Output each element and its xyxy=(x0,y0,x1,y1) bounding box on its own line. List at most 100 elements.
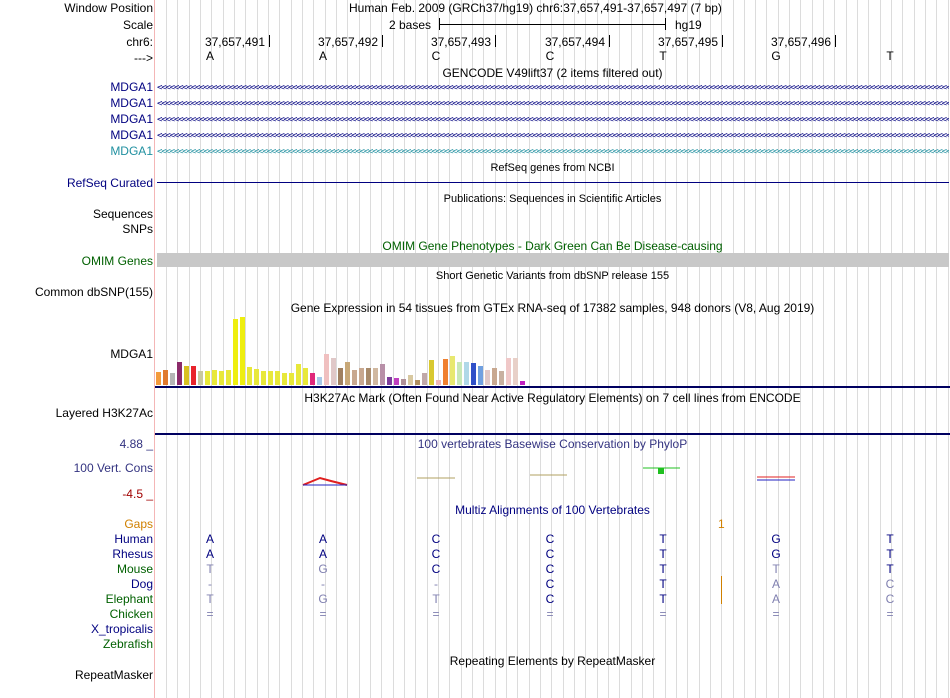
gtex-bar[interactable] xyxy=(380,364,386,385)
gtex-bar[interactable] xyxy=(170,373,176,385)
gtex-bar[interactable] xyxy=(177,362,183,385)
gtex-bar[interactable] xyxy=(156,372,162,385)
species-label[interactable]: Gaps xyxy=(124,517,153,531)
species-label[interactable]: X_tropicalis xyxy=(90,622,153,636)
position-tick-label: 37,657,494 xyxy=(544,35,605,49)
gtex-bar[interactable] xyxy=(450,356,456,385)
gtex-title[interactable]: Gene Expression in 54 tissues from GTEx … xyxy=(290,301,815,315)
gencode-item-label[interactable]: MDGA1 xyxy=(110,144,153,158)
gencode-transcript-line[interactable]: <<<<<<<<<<<<<<<<<<<<<<<<<<<<<<<<<<<<<<<<… xyxy=(157,132,949,140)
gtex-baseline xyxy=(155,386,950,388)
gtex-bar[interactable] xyxy=(338,368,344,385)
refseq-line[interactable] xyxy=(157,182,949,183)
gtex-bar[interactable] xyxy=(324,354,330,385)
gtex-bar[interactable] xyxy=(254,369,260,385)
gencode-transcript-line[interactable]: <<<<<<<<<<<<<<<<<<<<<<<<<<<<<<<<<<<<<<<<… xyxy=(157,148,949,156)
refseq-label[interactable]: RefSeq Curated xyxy=(66,176,153,190)
h3k27-label[interactable]: Layered H3K27Ac xyxy=(55,406,153,420)
gencode-item-label[interactable]: MDGA1 xyxy=(110,80,153,94)
gtex-bar-chart[interactable] xyxy=(156,316,536,385)
cons-title[interactable]: 100 vertebrates Basewise Conservation by… xyxy=(417,437,688,451)
gencode-item-label[interactable]: MDGA1 xyxy=(110,128,153,142)
gtex-bar[interactable] xyxy=(499,371,505,385)
gtex-label[interactable]: MDGA1 xyxy=(110,347,153,361)
gtex-bar[interactable] xyxy=(226,370,232,385)
gtex-bar[interactable] xyxy=(282,373,288,385)
gtex-bar[interactable] xyxy=(296,364,302,385)
dbsnp-label[interactable]: Common dbSNP(155) xyxy=(34,285,153,299)
gtex-bar[interactable] xyxy=(240,317,246,385)
snps-label[interactable]: SNPs xyxy=(122,222,153,236)
gtex-bar[interactable] xyxy=(233,319,239,385)
gtex-bar[interactable] xyxy=(520,381,526,385)
alignment-base: C xyxy=(545,562,555,576)
gtex-bar[interactable] xyxy=(373,368,379,385)
gtex-bar[interactable] xyxy=(184,366,190,385)
gtex-bar[interactable] xyxy=(366,368,372,385)
gtex-bar[interactable] xyxy=(205,371,211,385)
species-label[interactable]: Human xyxy=(114,532,153,546)
gtex-bar[interactable] xyxy=(485,370,491,385)
gtex-bar[interactable] xyxy=(261,371,267,385)
gtex-bar[interactable] xyxy=(317,377,323,385)
gtex-bar[interactable] xyxy=(212,370,218,385)
sequences-label[interactable]: Sequences xyxy=(92,207,153,221)
grid-line xyxy=(415,0,416,698)
species-label[interactable]: Rhesus xyxy=(112,547,153,561)
gap-marker xyxy=(721,576,722,604)
omim-title[interactable]: OMIM Gene Phenotypes - Dark Green Can Be… xyxy=(382,239,723,253)
gtex-bar[interactable] xyxy=(401,379,407,385)
species-label[interactable]: Zebrafish xyxy=(102,637,153,651)
cons-label[interactable]: 100 Vert. Cons xyxy=(73,461,153,475)
gtex-bar[interactable] xyxy=(163,370,169,385)
gencode-transcript-line[interactable]: <<<<<<<<<<<<<<<<<<<<<<<<<<<<<<<<<<<<<<<<… xyxy=(157,100,949,108)
gtex-bar[interactable] xyxy=(408,375,414,385)
gtex-bar[interactable] xyxy=(247,367,253,385)
gencode-transcript-line[interactable]: <<<<<<<<<<<<<<<<<<<<<<<<<<<<<<<<<<<<<<<<… xyxy=(157,84,949,92)
species-label[interactable]: Chicken xyxy=(109,607,153,621)
gtex-bar[interactable] xyxy=(191,366,197,385)
gtex-bar[interactable] xyxy=(387,377,393,385)
repeat-title[interactable]: Repeating Elements by RepeatMasker xyxy=(449,654,656,668)
h3k27-title[interactable]: H3K27Ac Mark (Often Found Near Active Re… xyxy=(304,391,801,405)
gencode-transcript-line[interactable]: <<<<<<<<<<<<<<<<<<<<<<<<<<<<<<<<<<<<<<<<… xyxy=(157,116,949,124)
gtex-bar[interactable] xyxy=(219,371,225,385)
refseq-title[interactable]: RefSeq genes from NCBI xyxy=(490,162,615,174)
gtex-bar[interactable] xyxy=(268,371,274,385)
gtex-bar[interactable] xyxy=(303,368,309,385)
gtex-bar[interactable] xyxy=(331,358,337,385)
gtex-bar[interactable] xyxy=(394,378,400,385)
gtex-bar[interactable] xyxy=(422,373,428,385)
gtex-bar[interactable] xyxy=(464,362,470,385)
species-label[interactable]: Elephant xyxy=(105,592,153,606)
publications-title[interactable]: Publications: Sequences in Scientific Ar… xyxy=(443,193,662,205)
gencode-title[interactable]: GENCODE V49lift37 (2 items filtered out) xyxy=(442,66,663,80)
gtex-bar[interactable] xyxy=(310,373,316,385)
species-label[interactable]: Dog xyxy=(130,577,153,591)
gtex-bar[interactable] xyxy=(198,371,204,385)
gtex-bar[interactable] xyxy=(443,359,449,385)
gtex-bar[interactable] xyxy=(352,370,358,385)
gtex-bar[interactable] xyxy=(415,380,421,385)
gtex-bar[interactable] xyxy=(289,373,295,385)
gencode-item-label[interactable]: MDGA1 xyxy=(110,112,153,126)
gtex-bar[interactable] xyxy=(513,358,519,385)
gtex-bar[interactable] xyxy=(345,362,351,385)
gtex-bar[interactable] xyxy=(359,368,365,385)
omim-gene-bar[interactable] xyxy=(157,253,949,267)
gtex-bar[interactable] xyxy=(429,360,435,385)
gtex-bar[interactable] xyxy=(457,362,463,385)
multiz-title[interactable]: Multiz Alignments of 100 Vertebrates xyxy=(455,503,650,517)
gtex-bar[interactable] xyxy=(478,366,484,385)
gencode-item-label[interactable]: MDGA1 xyxy=(110,96,153,110)
dbsnp-title[interactable]: Short Genetic Variants from dbSNP releas… xyxy=(435,270,670,282)
repeat-label[interactable]: RepeatMasker xyxy=(74,668,153,682)
cons-plot[interactable] xyxy=(155,450,950,495)
omim-label[interactable]: OMIM Genes xyxy=(81,254,153,268)
species-label[interactable]: Mouse xyxy=(116,562,153,576)
gtex-bar[interactable] xyxy=(506,358,512,385)
gtex-bar[interactable] xyxy=(471,363,477,385)
gtex-bar[interactable] xyxy=(436,380,442,385)
gtex-bar[interactable] xyxy=(492,368,498,385)
gtex-bar[interactable] xyxy=(275,371,281,385)
